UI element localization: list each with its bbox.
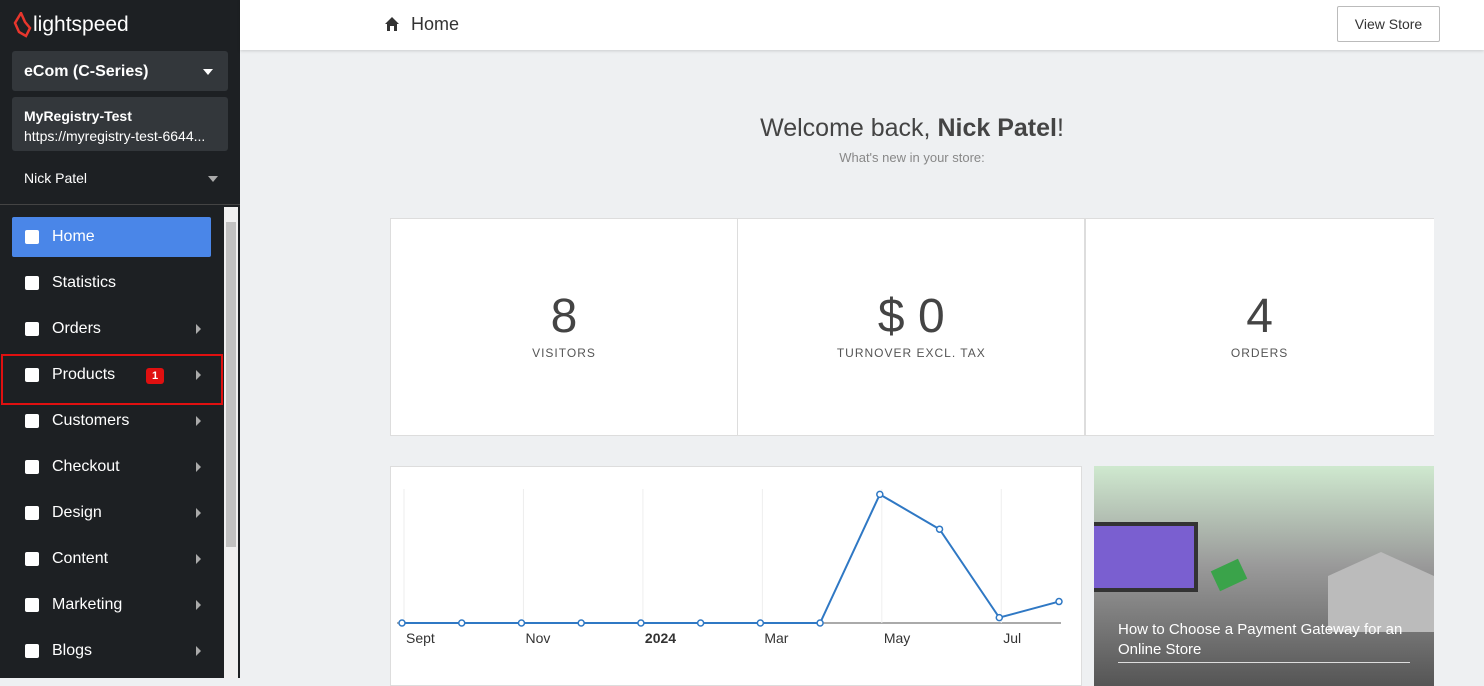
point xyxy=(756,619,765,627)
stat-tile: $ 0 TURNOVER EXCL. TAX xyxy=(738,219,1085,435)
menu-item[interactable]: Statistics xyxy=(12,263,211,303)
store-url: https://myregistry-test-6644... xyxy=(24,128,206,144)
menu-arrow xyxy=(196,508,201,518)
menu-icon xyxy=(25,414,39,428)
logo-icon xyxy=(13,12,32,38)
welcome-subtitle: What's new in your store: xyxy=(839,150,985,165)
menu-item[interactable]: Products 1 xyxy=(12,355,211,395)
menu-label: Customers xyxy=(52,412,130,429)
menu-arrow xyxy=(196,370,201,380)
stat-tile: 8 VISITORS xyxy=(391,219,737,435)
menu-label: Content xyxy=(52,550,109,567)
store-name: MyRegistry-Test xyxy=(24,108,132,124)
user-name: Nick Patel xyxy=(937,114,1057,142)
menu-label: Design xyxy=(52,504,102,521)
menu-icon xyxy=(25,552,39,566)
menu-icon xyxy=(25,598,39,612)
point xyxy=(457,619,466,627)
menu-label: Home xyxy=(52,228,95,245)
view-store-button[interactable]: View Store xyxy=(1337,6,1440,42)
menu-arrow xyxy=(196,600,201,610)
x-tick-label: May xyxy=(884,630,910,646)
menu-item[interactable]: Content xyxy=(12,539,211,579)
menu-label: Orders xyxy=(52,320,101,337)
point xyxy=(577,619,585,627)
user-menu[interactable]: Nick Patel xyxy=(24,170,88,186)
point xyxy=(696,619,705,627)
point xyxy=(935,525,944,533)
menu-item[interactable]: Home xyxy=(12,217,211,257)
menu-arrow xyxy=(196,416,201,426)
stat-value: $ 0 xyxy=(877,290,945,343)
line xyxy=(402,492,1060,624)
point xyxy=(995,613,1004,622)
store-selector[interactable]: eCom (C-Series) xyxy=(12,51,228,91)
menu-item[interactable]: Marketing xyxy=(12,585,211,625)
menu-label: Products xyxy=(52,366,116,383)
menu-item[interactable]: Blogs xyxy=(12,631,211,671)
point xyxy=(517,619,526,627)
point xyxy=(1055,597,1063,606)
menu-icon xyxy=(25,506,39,520)
point xyxy=(876,490,884,499)
store-selector-label: eCom (C-Series) xyxy=(24,63,149,80)
sidebar: lightspeed eCom (C-Series) MyRegistry-Te… xyxy=(0,0,240,678)
menu-arrow xyxy=(196,324,201,334)
point xyxy=(398,619,406,627)
stat-value: 4 xyxy=(1246,290,1273,343)
menu-label: Statistics xyxy=(52,274,117,291)
x-tick-label: Jul xyxy=(1003,630,1021,646)
menu-icon xyxy=(25,276,39,290)
menu-arrow xyxy=(196,554,201,564)
chart: Sept Nov 2024 Mar May Jul xyxy=(397,489,1063,646)
badge: 1 xyxy=(146,368,165,384)
page-title: Home xyxy=(411,14,460,34)
stat-value: 8 xyxy=(550,290,578,343)
stat-label: ORDERS xyxy=(1230,346,1289,360)
article-title: How to Choose a Payment Gateway for an O… xyxy=(1118,621,1403,658)
x-tick-label: Nov xyxy=(525,630,550,646)
menu-icon xyxy=(25,644,39,658)
menu-item[interactable]: Orders xyxy=(12,309,211,349)
stat-tile: 4 ORDERS xyxy=(1085,219,1434,435)
point xyxy=(816,619,824,627)
top-bar: Home View Store xyxy=(240,0,1484,50)
menu-item[interactable]: Customers xyxy=(12,401,211,441)
menu-icon xyxy=(25,460,39,474)
menu-label: Marketing xyxy=(52,596,123,613)
menu-icon xyxy=(25,322,39,336)
menu-arrow xyxy=(196,462,201,472)
stat-label: TURNOVER EXCL. TAX xyxy=(836,346,986,360)
highlight-box xyxy=(1,354,223,405)
card-illustration xyxy=(1210,558,1248,592)
store-info[interactable]: MyRegistry-Test https://myregistry-test-… xyxy=(12,97,228,151)
menu-label: Checkout xyxy=(52,458,120,475)
article-card[interactable]: How to Choose a Payment Gateway for an O… xyxy=(1094,466,1434,686)
brand: lightspeed xyxy=(33,13,129,36)
stat-label: VISITORS xyxy=(532,346,596,360)
menu-item[interactable]: Design xyxy=(12,493,211,533)
chart-card: Sept Nov 2024 Mar May Jul xyxy=(390,466,1082,686)
punct: ! xyxy=(1056,114,1064,142)
point xyxy=(637,619,645,627)
greeting: Welcome back, xyxy=(760,114,938,142)
laptop-illustration xyxy=(1094,522,1198,592)
menu-arrow xyxy=(196,646,201,656)
welcome: Welcome back, Nick Patel! xyxy=(390,114,1434,143)
x-tick-label: Mar xyxy=(764,630,788,646)
x-tick-label: Sept xyxy=(406,630,435,646)
menu-item[interactable]: Checkout xyxy=(12,447,211,487)
menu-label: Blogs xyxy=(52,642,93,659)
home-icon xyxy=(385,17,399,31)
menu-icon xyxy=(25,368,39,382)
menu-icon xyxy=(25,230,39,244)
x-tick-label: 2024 xyxy=(645,630,676,646)
